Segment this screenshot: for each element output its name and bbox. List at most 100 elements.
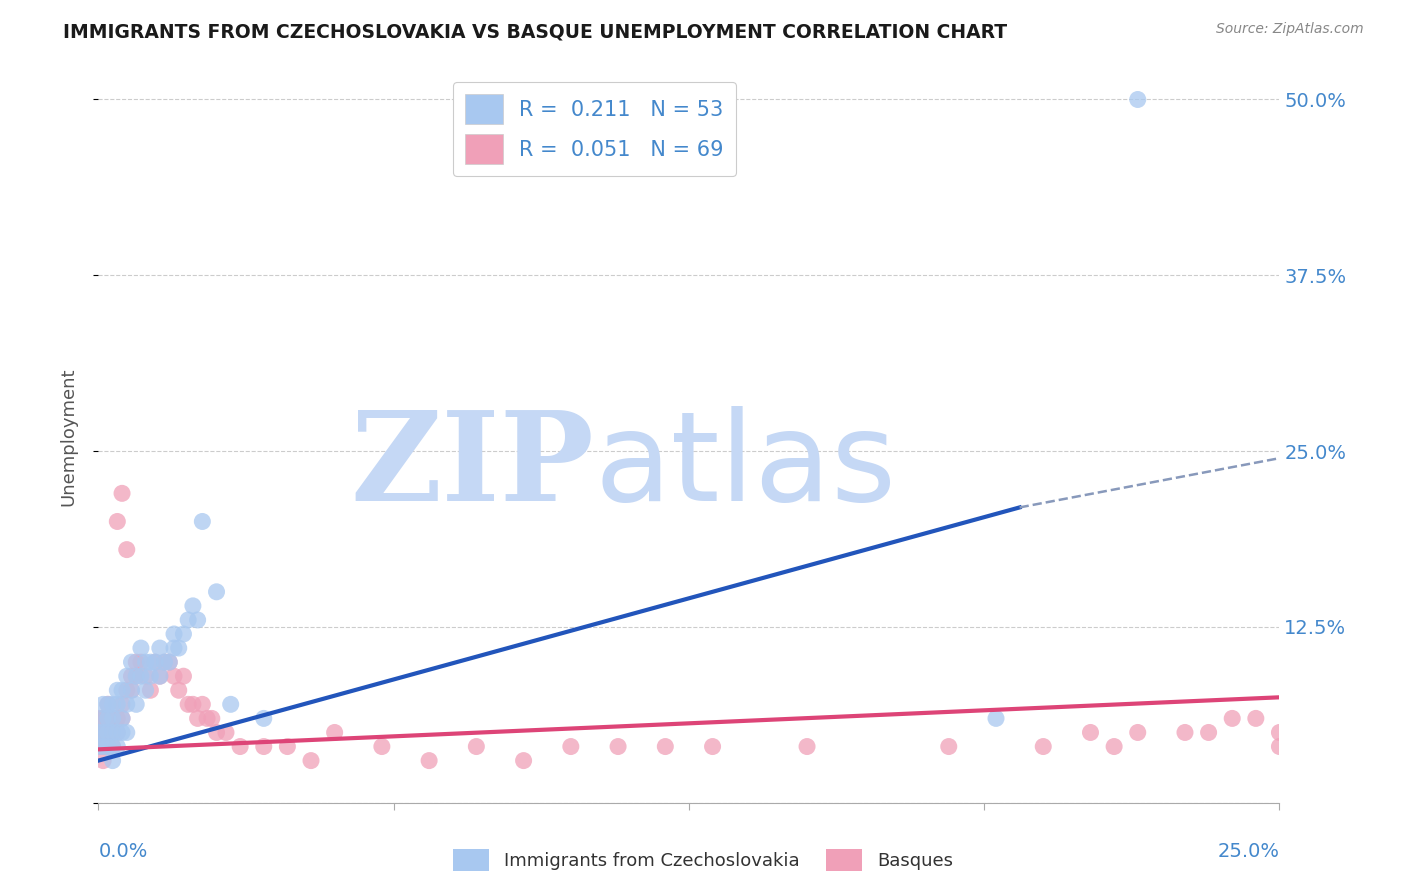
Point bbox=[139, 669, 162, 683]
Point bbox=[465, 739, 488, 754]
Point bbox=[87, 725, 110, 739]
Point bbox=[91, 739, 114, 754]
Point bbox=[121, 683, 143, 698]
Point bbox=[111, 683, 134, 698]
Point bbox=[135, 669, 157, 683]
Text: 0.0%: 0.0% bbox=[98, 842, 148, 861]
Point bbox=[157, 655, 180, 669]
Point bbox=[172, 669, 194, 683]
Point bbox=[129, 669, 152, 683]
Point bbox=[111, 698, 134, 712]
Point bbox=[654, 739, 676, 754]
Point bbox=[105, 739, 128, 754]
Point bbox=[97, 725, 120, 739]
Point bbox=[87, 739, 110, 754]
Point bbox=[205, 584, 228, 599]
Point bbox=[87, 711, 110, 725]
Point bbox=[1102, 739, 1125, 754]
Point bbox=[115, 683, 138, 698]
Point bbox=[181, 698, 204, 712]
Point bbox=[101, 698, 124, 712]
Point bbox=[253, 711, 276, 725]
Point bbox=[101, 725, 124, 739]
Text: atlas: atlas bbox=[595, 406, 897, 527]
Point bbox=[418, 754, 440, 768]
Point bbox=[91, 725, 114, 739]
Point bbox=[219, 698, 242, 712]
Point bbox=[1174, 725, 1197, 739]
Point bbox=[97, 698, 120, 712]
Point bbox=[560, 739, 582, 754]
Point bbox=[1126, 93, 1149, 107]
Point bbox=[101, 739, 124, 754]
Point bbox=[195, 711, 218, 725]
Point bbox=[97, 739, 120, 754]
Point bbox=[371, 739, 394, 754]
Point bbox=[121, 669, 143, 683]
Point bbox=[105, 683, 128, 698]
Point bbox=[1080, 725, 1102, 739]
Point bbox=[125, 669, 148, 683]
Text: ZIP: ZIP bbox=[350, 406, 595, 527]
Point bbox=[111, 725, 134, 739]
Y-axis label: Unemployment: Unemployment bbox=[59, 368, 77, 507]
Point bbox=[87, 739, 110, 754]
Point bbox=[97, 739, 120, 754]
Point bbox=[191, 698, 214, 712]
Point bbox=[143, 655, 166, 669]
Point bbox=[91, 725, 114, 739]
Point bbox=[153, 655, 176, 669]
Point bbox=[97, 711, 120, 725]
Point bbox=[125, 698, 148, 712]
Point bbox=[139, 683, 162, 698]
Point bbox=[702, 739, 724, 754]
Point bbox=[125, 655, 148, 669]
Point bbox=[121, 655, 143, 669]
Point bbox=[91, 739, 114, 754]
Point bbox=[101, 711, 124, 725]
Point bbox=[1198, 725, 1220, 739]
Point bbox=[163, 627, 186, 641]
Point bbox=[205, 725, 228, 739]
Point bbox=[97, 698, 120, 712]
Legend: Immigrants from Czechoslovakia, Basques: Immigrants from Czechoslovakia, Basques bbox=[446, 842, 960, 879]
Point bbox=[91, 698, 114, 712]
Point bbox=[105, 725, 128, 739]
Point bbox=[157, 655, 180, 669]
Point bbox=[1268, 739, 1291, 754]
Text: 25.0%: 25.0% bbox=[1218, 842, 1279, 861]
Point bbox=[984, 711, 1007, 725]
Point bbox=[1032, 739, 1054, 754]
Point bbox=[143, 655, 166, 669]
Point bbox=[87, 725, 110, 739]
Point bbox=[299, 754, 322, 768]
Point bbox=[129, 655, 152, 669]
Point bbox=[111, 711, 134, 725]
Point bbox=[153, 655, 176, 669]
Point bbox=[111, 486, 134, 500]
Point bbox=[607, 739, 630, 754]
Point bbox=[276, 739, 298, 754]
Text: Source: ZipAtlas.com: Source: ZipAtlas.com bbox=[1216, 22, 1364, 37]
Point bbox=[163, 669, 186, 683]
Point bbox=[115, 698, 138, 712]
Point bbox=[796, 739, 818, 754]
Point bbox=[97, 711, 120, 725]
Point bbox=[101, 725, 124, 739]
Point bbox=[1126, 725, 1149, 739]
Point bbox=[177, 613, 200, 627]
Point bbox=[215, 725, 238, 739]
Point bbox=[177, 698, 200, 712]
Point bbox=[191, 515, 214, 529]
Point bbox=[121, 683, 143, 698]
Point bbox=[115, 725, 138, 739]
Point bbox=[149, 669, 172, 683]
Point bbox=[91, 711, 114, 725]
Point bbox=[938, 739, 960, 754]
Point bbox=[149, 669, 172, 683]
Point bbox=[149, 641, 172, 656]
Point bbox=[1244, 711, 1267, 725]
Point bbox=[91, 711, 114, 725]
Point bbox=[163, 641, 186, 656]
Point bbox=[1220, 711, 1243, 725]
